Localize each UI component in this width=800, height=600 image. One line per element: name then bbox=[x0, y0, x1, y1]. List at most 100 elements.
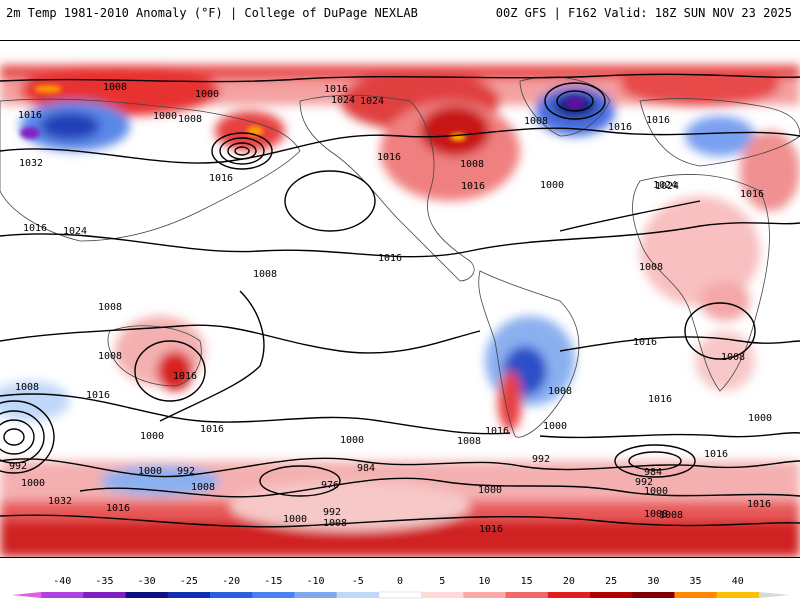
colorbar-swatch bbox=[547, 592, 591, 598]
isobar-label: 984 bbox=[357, 463, 375, 474]
colorbar-swatch bbox=[125, 592, 169, 598]
colorbar-tick-label: 30 bbox=[647, 576, 659, 587]
isobar-label: 1008 bbox=[659, 510, 683, 521]
isobar-label: 1016 bbox=[200, 424, 224, 435]
isobar-label: 1024 bbox=[63, 226, 87, 237]
isobars bbox=[0, 73, 800, 528]
isobar-label: 1000 bbox=[195, 89, 219, 100]
isobar-label: 1008 bbox=[191, 482, 215, 493]
isobar-label: 1016 bbox=[747, 499, 771, 510]
isobar-label: 1008 bbox=[548, 386, 572, 397]
isobar-label: 1016 bbox=[324, 84, 348, 95]
isobar-label: 1008 bbox=[15, 382, 39, 393]
isobar-label: 1016 bbox=[485, 426, 509, 437]
isobar-label: 1016 bbox=[633, 337, 657, 348]
colorbar-tick-label: -30 bbox=[138, 576, 156, 587]
isobar-label: 992 bbox=[9, 461, 27, 472]
colorbar-tick-label: -25 bbox=[180, 576, 198, 587]
colorbar-swatch bbox=[294, 592, 338, 598]
isobar-label: 1008 bbox=[98, 351, 122, 362]
colorbar-tick-label: 35 bbox=[690, 576, 702, 587]
colorbar-max-arrow bbox=[758, 592, 790, 598]
model-run-info: 00Z GFS | F162 Valid: 18Z SUN NOV 23 202… bbox=[495, 6, 792, 20]
isobar-label: 992 bbox=[635, 477, 653, 488]
isobar-label: 1016 bbox=[18, 110, 42, 121]
isobar-label: 1016 bbox=[608, 122, 632, 133]
isobar-label: 984 bbox=[644, 467, 662, 478]
isobar-label: 1016 bbox=[377, 152, 401, 163]
isobar-label: 1016 bbox=[704, 449, 728, 460]
isobar-label: 992 bbox=[532, 454, 550, 465]
isobar-label: 1008 bbox=[98, 302, 122, 313]
isobar-label: 1008 bbox=[524, 116, 548, 127]
colorbar-swatch bbox=[505, 592, 549, 598]
isobar-label: 976 bbox=[321, 480, 339, 491]
isobar-label: 1016 bbox=[378, 253, 402, 264]
colorbar-swatch bbox=[674, 592, 718, 598]
isobar-label: 1000 bbox=[540, 180, 564, 191]
colorbar-tick-labels: -40 -35 -30 -25 -20 -15 -10 -5 0 5 10 15 20 25 30 35 40 bbox=[53, 576, 744, 587]
colorbar-tick-label: 40 bbox=[732, 576, 744, 587]
isobar-label: 1024 bbox=[360, 96, 384, 107]
colorbar-swatch bbox=[463, 592, 507, 598]
colorbar-tick-label: 5 bbox=[439, 576, 445, 587]
colorbar-min-arrow bbox=[12, 592, 42, 598]
colorbar-swatch bbox=[632, 592, 675, 598]
isobar-label: 992 bbox=[177, 466, 195, 477]
colorbar-tick-label: 20 bbox=[563, 576, 575, 587]
colorbar-tick-label: -15 bbox=[264, 576, 282, 587]
isobar-label: 1016 bbox=[86, 390, 110, 401]
colorbar-swatch bbox=[83, 592, 127, 598]
colorbar-swatches bbox=[12, 591, 790, 599]
isobar-label: 1016 bbox=[646, 115, 670, 126]
isobar-label: 1008 bbox=[178, 114, 202, 125]
colorbar-tick-label: -5 bbox=[352, 576, 364, 587]
colorbar-swatch bbox=[167, 592, 211, 598]
colorbar-tick-label: -10 bbox=[307, 576, 325, 587]
isobar-label: 1000 bbox=[748, 413, 772, 424]
isobar-label: 1016 bbox=[461, 181, 485, 192]
isobar-label: 1008 bbox=[103, 82, 127, 93]
isobar-label: 1008 bbox=[644, 509, 668, 520]
isobar-label: 1016 bbox=[740, 189, 764, 200]
colorbar-swatch bbox=[210, 592, 253, 598]
isobar-label: 1016 bbox=[106, 503, 130, 514]
isobar-label: 1016 bbox=[648, 394, 672, 405]
colorbar-tick-label: 25 bbox=[605, 576, 617, 587]
colorbar-swatch bbox=[252, 592, 295, 598]
isobar-label: 992 bbox=[323, 507, 341, 518]
colorbar-tick-label: 15 bbox=[521, 576, 533, 587]
isobar-label: 1016 bbox=[209, 173, 233, 184]
isobar-label: 1000 bbox=[644, 486, 668, 497]
isobar-label: 1008 bbox=[457, 436, 481, 447]
isobar-label: 1000 bbox=[478, 485, 502, 496]
colorbar-tick-label: 10 bbox=[478, 576, 490, 587]
colorbar-tick-label: -40 bbox=[53, 576, 71, 587]
isobar-label: 1000 bbox=[340, 435, 364, 446]
isobar-label: 1024 bbox=[655, 181, 679, 192]
isobar-label: 1008 bbox=[639, 262, 663, 273]
isobar-label: 1016 bbox=[23, 223, 47, 234]
isobar-label: 1024 bbox=[653, 180, 677, 191]
colorbar-swatch bbox=[421, 592, 464, 598]
colorbar-swatch bbox=[378, 591, 422, 599]
map-title: 2m Temp 1981-2010 Anomaly (°F) | College… bbox=[6, 6, 418, 20]
colorbar-swatch bbox=[336, 592, 380, 598]
colorbar-tick-label: 0 bbox=[397, 576, 403, 587]
isobar-label: 1008 bbox=[721, 352, 745, 363]
colorbar-swatch bbox=[590, 592, 633, 598]
isobar-label: 1000 bbox=[21, 478, 45, 489]
coastlines bbox=[0, 76, 800, 438]
isobar-label: 1000 bbox=[153, 111, 177, 122]
colorbar-tick-label: -20 bbox=[222, 576, 240, 587]
isobar-label: 1000 bbox=[283, 514, 307, 525]
isobar-label: 1000 bbox=[543, 421, 567, 432]
isobar-label: 1024 bbox=[331, 95, 355, 106]
isobar-label: 1032 bbox=[48, 496, 72, 507]
isobar-label: 1008 bbox=[460, 159, 484, 170]
colorbar-swatch bbox=[41, 592, 84, 598]
isobar-label: 1000 bbox=[138, 466, 162, 477]
colorbar: -40 -35 -30 -25 -20 -15 -10 -5 0 5 10 15 20 25 30 35 40 bbox=[12, 576, 790, 599]
